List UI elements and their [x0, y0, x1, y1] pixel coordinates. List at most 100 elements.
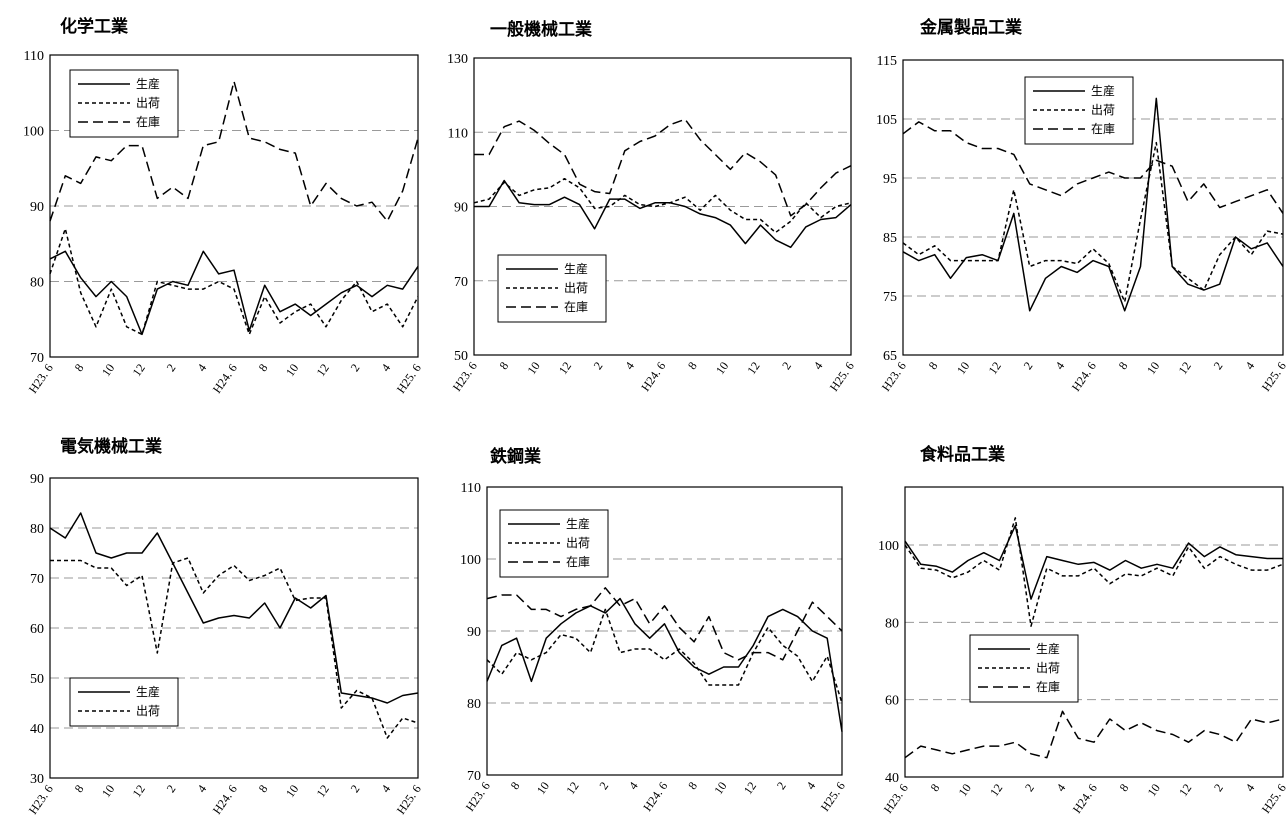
x-tick-label: 4 — [626, 779, 641, 792]
x-tick-label: H25. 6 — [394, 361, 424, 396]
x-tick-label: 2 — [164, 361, 179, 374]
legend-label: 生産 — [566, 516, 590, 531]
x-tick-label: 12 — [130, 782, 148, 800]
y-tick-label: 90 — [30, 200, 44, 215]
series-line-2 — [486, 587, 843, 661]
y-tick-label: 100 — [878, 539, 899, 554]
x-tick-label: H23. 6 — [881, 781, 911, 816]
x-tick-label: H25. 6 — [827, 359, 857, 394]
y-tick-label: 100 — [23, 125, 44, 140]
x-tick-label: H23. 6 — [879, 359, 909, 394]
x-tick-label: H23. 6 — [450, 359, 480, 394]
legend-label: 生産 — [564, 261, 588, 276]
x-tick-label: 4 — [622, 359, 637, 372]
legend-label: 生産 — [1091, 83, 1115, 98]
y-tick-label: 85 — [883, 231, 897, 246]
series-line-0 — [486, 597, 843, 732]
x-tick-label: 8 — [496, 359, 511, 372]
y-tick-label: 80 — [30, 276, 44, 291]
y-tick-label: 40 — [30, 722, 44, 737]
x-tick-label: H24. 6 — [210, 361, 240, 396]
x-tick-label: 8 — [685, 779, 700, 792]
x-tick-label: H25. 6 — [394, 782, 424, 817]
x-tick-label: 2 — [591, 359, 606, 372]
series-line-1 — [486, 608, 843, 704]
series-line-0 — [49, 512, 419, 704]
x-tick-label: 12 — [987, 781, 1005, 799]
x-tick-label: 2 — [596, 779, 611, 792]
x-tick-label: 10 — [283, 782, 301, 800]
y-tick-label: 75 — [883, 290, 897, 305]
x-tick-label: 10 — [524, 359, 542, 377]
x-tick-label: 4 — [1052, 359, 1067, 372]
chart-title: 食料品工業 — [920, 444, 1005, 465]
x-tick-label: 2 — [1211, 359, 1226, 372]
x-tick-label: 2 — [348, 782, 363, 795]
x-tick-label: 12 — [986, 359, 1004, 377]
x-tick-label: 12 — [1176, 359, 1194, 377]
x-tick-label: 4 — [194, 782, 209, 795]
legend-label: 出荷 — [564, 281, 588, 295]
x-tick-label: H25. 6 — [1259, 781, 1288, 816]
series-line-1 — [473, 177, 852, 234]
y-tick-label: 40 — [885, 771, 899, 786]
x-tick-label: 8 — [72, 782, 87, 795]
x-tick-label: 2 — [348, 361, 363, 374]
x-tick-label: H25. 6 — [1259, 359, 1288, 394]
legend-label: 在庫 — [136, 115, 160, 129]
legend-label: 出荷 — [136, 96, 160, 110]
x-tick-label: 2 — [779, 359, 794, 372]
series-line-2 — [904, 710, 1284, 759]
x-tick-label: H24. 6 — [1070, 781, 1100, 816]
series-line-1 — [904, 517, 1284, 627]
x-tick-label: 8 — [926, 359, 941, 372]
x-tick-label: 10 — [1145, 781, 1163, 799]
x-tick-label: 4 — [194, 361, 209, 374]
y-tick-label: 100 — [460, 553, 481, 568]
y-tick-label: 95 — [883, 172, 897, 187]
x-tick-label: 4 — [1053, 781, 1068, 794]
x-tick-label: H24. 6 — [638, 359, 668, 394]
y-tick-label: 50 — [454, 349, 468, 364]
y-tick-label: 110 — [24, 49, 44, 64]
y-tick-label: 115 — [877, 54, 897, 69]
x-tick-label: H23. 6 — [26, 361, 56, 396]
y-tick-label: 30 — [30, 772, 44, 787]
x-tick-label: 12 — [744, 359, 762, 377]
x-tick-label: 12 — [1176, 781, 1194, 799]
series-line-1 — [902, 141, 1284, 303]
x-tick-label: H23. 6 — [463, 779, 493, 814]
x-tick-label: 2 — [1211, 781, 1226, 794]
chart-title: 鉄鋼業 — [490, 446, 541, 467]
legend-label: 出荷 — [566, 536, 590, 550]
y-tick-label: 80 — [885, 616, 899, 631]
series-line-2 — [49, 80, 419, 222]
y-tick-label: 65 — [883, 349, 897, 364]
x-tick-label: 10 — [283, 361, 301, 379]
plot-frame — [49, 477, 419, 779]
x-tick-label: H23. 6 — [26, 782, 56, 817]
x-tick-label: 8 — [685, 359, 700, 372]
series-line-0 — [49, 250, 419, 336]
x-tick-label: 4 — [1242, 359, 1257, 372]
legend-label: 生産 — [136, 76, 160, 91]
x-tick-label: 4 — [378, 361, 393, 374]
y-tick-label: 60 — [30, 622, 44, 637]
chart-title: 金属製品工業 — [919, 17, 1022, 38]
x-tick-label: 12 — [563, 779, 581, 797]
x-tick-label: 10 — [99, 361, 117, 379]
y-tick-label: 50 — [30, 672, 44, 687]
legend-label: 出荷 — [1091, 103, 1115, 117]
x-tick-label: 4 — [811, 359, 826, 372]
x-tick-label: H24. 6 — [1069, 359, 1099, 394]
x-tick-label: H25. 6 — [818, 779, 848, 814]
x-tick-label: 10 — [954, 359, 972, 377]
plot-frame — [902, 59, 1284, 356]
y-tick-label: 70 — [467, 769, 481, 784]
legend-label: 在庫 — [1091, 122, 1115, 136]
